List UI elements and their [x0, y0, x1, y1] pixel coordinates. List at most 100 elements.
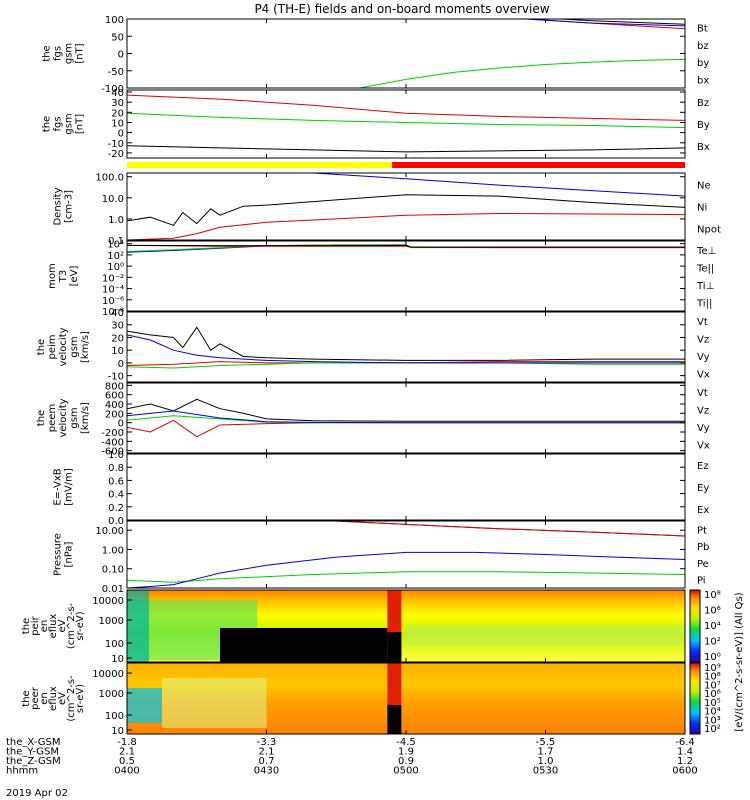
y-tick-label: 1.0 [108, 450, 124, 461]
legend-entry: Vz [697, 405, 709, 416]
y-axis-label: eV [57, 619, 68, 632]
series-Vy [127, 362, 685, 369]
orbit-value: 1.0 [538, 756, 554, 767]
y-axis-label: Pressure [53, 533, 64, 576]
colorbar-tick-label: 10⁸ [704, 672, 721, 683]
colorbar-tick-label: 10⁷ [704, 680, 721, 691]
y-axis-label: mom [47, 263, 58, 289]
legend-entry: Ez [697, 461, 709, 472]
series-Bx [127, 145, 685, 153]
legend-entry: Bx [697, 142, 710, 153]
y-tick-label: 100.0 [95, 173, 124, 184]
y-axis-label: the [42, 116, 53, 132]
y-tick-label: 0.2 [108, 503, 124, 514]
y-axis-label: eflux [48, 614, 59, 639]
y-tick-label: 10⁻⁶ [102, 296, 124, 307]
y-tick-label: 0 [118, 129, 124, 140]
legend-entry: bx [697, 75, 709, 86]
y-tick-label: 1.0 [108, 215, 124, 226]
colorbar-tick-label: 10⁶ [704, 606, 721, 617]
panel-3: 100.0 10.0 1.0 0.1 Density [cm-3] Ne Ni Npot [53, 172, 721, 247]
y-tick-label: 10⁻² [102, 273, 124, 284]
legend-entry: Pi [697, 576, 706, 587]
y-tick-label: 10 [111, 726, 124, 737]
colorbar-tick-label: 10⁹ [704, 663, 721, 674]
colorbar-gradient [689, 662, 701, 735]
y-tick-label: 10⁻⁴ [102, 285, 124, 296]
y-axis-label: the [42, 45, 53, 61]
series-Vt [127, 398, 685, 422]
ion-band [406, 625, 685, 645]
y-tick-label: 0.4 [108, 490, 124, 501]
y-axis-label: gsm [69, 336, 80, 357]
colorbar-tick-label: 10³ [704, 715, 721, 726]
y-tick-label: 10 [111, 346, 124, 357]
y-tick-label: 40 [111, 88, 124, 99]
legend-entry: Vz [697, 334, 709, 345]
legend-entry: Ne [697, 181, 711, 192]
strip-red [392, 162, 685, 168]
orbit-value: 1.4 [677, 747, 693, 758]
legend-entry: by [697, 58, 709, 69]
y-tick-label: 400 [105, 400, 124, 411]
y-axis-label: [nT] [75, 114, 86, 134]
colorbars: 10⁸10⁶10⁴10²10⁰10⁹10⁸10⁷10⁶10⁵10⁴10³10²[… [689, 589, 745, 735]
y-axis-label: [nT] [75, 43, 86, 63]
y-tick-label: -10 [108, 139, 124, 150]
colorbar-tick-label: 10⁵ [704, 698, 721, 709]
y-tick-label: 40 [111, 308, 124, 319]
y-axis-label: peer [30, 686, 41, 710]
series-Ne [127, 212, 685, 240]
panel-8: 10.00 1.00 0.10 0.01 Pressure [nPa] Pt Pb Pe Pi [53, 520, 709, 595]
y-tick-label: 10000 [92, 669, 124, 680]
orbit-value: 0500 [393, 766, 418, 777]
legend-entry: Ti|| [696, 298, 712, 309]
y-tick-label: 10.00 [95, 526, 124, 537]
orbit-value: 1.2 [677, 756, 693, 767]
y-tick-label: 1000 [99, 689, 124, 700]
series-Vz [127, 361, 685, 366]
panel-8-series [127, 521, 685, 588]
legend-entry: Ex [697, 505, 709, 516]
legend-entry: Bz [697, 98, 709, 109]
panel-4-frame [126, 240, 686, 312]
y-axis-label: peim [47, 334, 58, 359]
y-tick-label: -50 [108, 67, 124, 78]
legend-entry: Pe [697, 559, 709, 570]
panel-4-series [127, 244, 685, 253]
y-axis-label: en [39, 620, 50, 633]
y-tick-label: 100 [105, 15, 124, 26]
legend-entry: Vy [697, 423, 710, 434]
y-tick-label: -100 [101, 84, 124, 95]
y-tick-label: 50 [111, 32, 124, 43]
y-axis-label: [eV] [69, 266, 80, 287]
y-tick-label: 100 [105, 639, 124, 650]
orbit-value: 0.5 [119, 756, 135, 767]
y-tick-label: -10 [108, 372, 124, 383]
y-axis-label: eflux [48, 686, 59, 711]
ele-cool-region [127, 688, 162, 723]
legend-entry: Ti⊥ [696, 281, 714, 292]
legend-entry: bz [697, 41, 709, 52]
orbit-value: 0.7 [259, 756, 275, 767]
date-label: 2019 Apr 02 [6, 788, 68, 799]
y-tick-label: 30 [111, 98, 124, 109]
y-axis-label: [mV/m] [64, 468, 75, 506]
spectrogram-1: 10000 1000 100 10 thepeirenefluxeV(cm^2-s-sr… [21, 589, 686, 665]
colorbar-gradient [689, 589, 701, 663]
legend-entry: Ni [697, 203, 707, 214]
y-tick-label: 800 [105, 381, 124, 392]
y-tick-label: 0 [118, 359, 124, 370]
colorbar-1: 10⁸ 10⁶ 10⁴ 10² 10⁰ [689, 589, 721, 663]
legend-entry: Ey [697, 483, 709, 494]
y-axis-label: the [36, 339, 47, 355]
panel-7-frame [126, 453, 686, 521]
series-Vt [127, 326, 685, 361]
y-axis-label: sr-eV) [75, 611, 86, 640]
series-Pe [127, 571, 685, 583]
legend-entry: Vx [697, 369, 710, 380]
